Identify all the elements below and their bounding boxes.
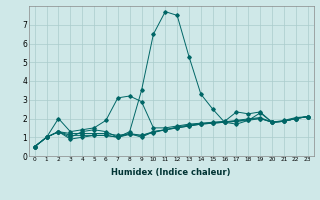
X-axis label: Humidex (Indice chaleur): Humidex (Indice chaleur) bbox=[111, 168, 231, 177]
